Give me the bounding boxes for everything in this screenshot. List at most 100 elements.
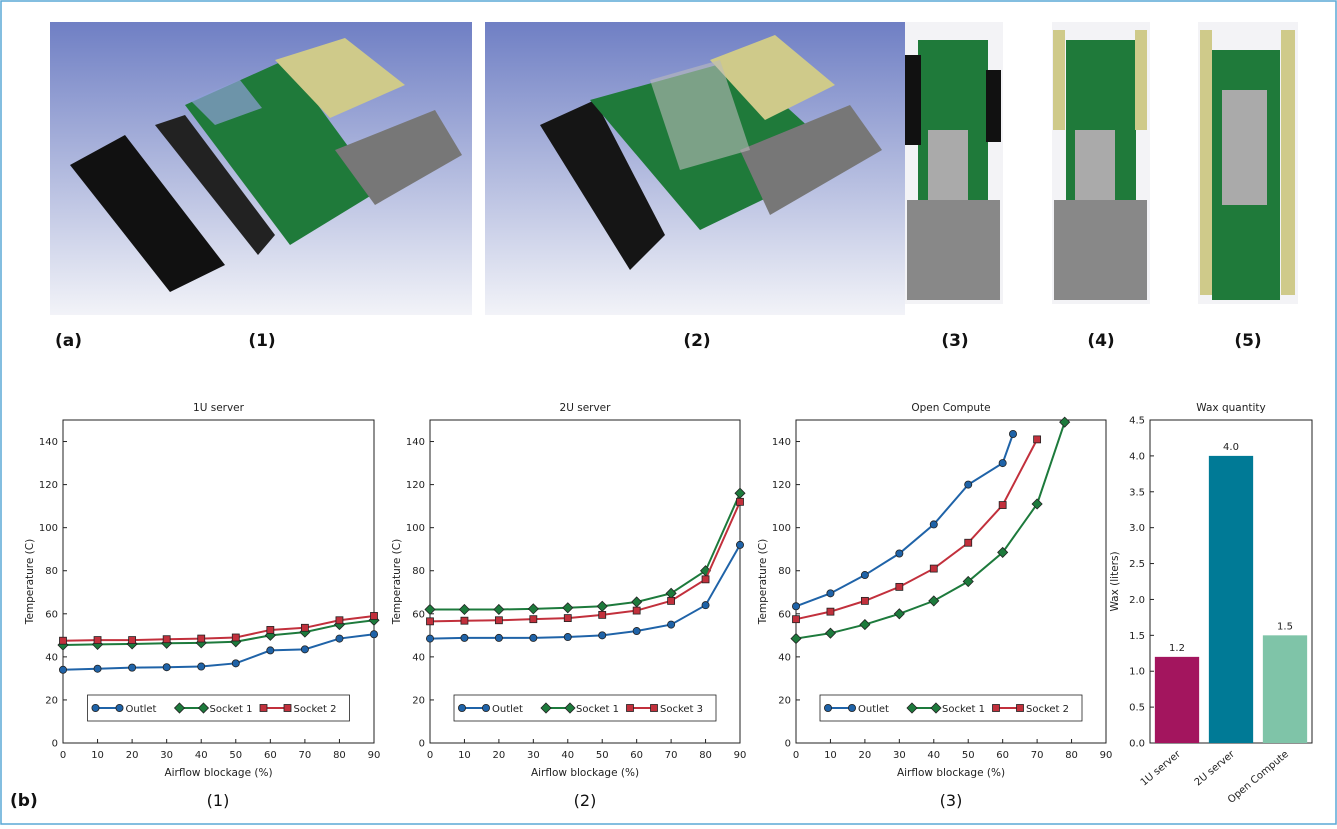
y-tick-label: 20 xyxy=(45,695,58,706)
x-tick-label: 10 xyxy=(824,750,837,761)
y-tick-label: 20 xyxy=(778,695,791,706)
marker xyxy=(564,633,571,640)
legend-label: Socket 2 xyxy=(1026,704,1069,715)
marker xyxy=(495,634,502,641)
y-tick-label: 120 xyxy=(772,480,791,491)
marker xyxy=(929,596,939,606)
x-tick-label: 60 xyxy=(996,750,1009,761)
marker xyxy=(736,541,743,548)
chart-label: (2) xyxy=(574,791,597,810)
x-tick-label: 20 xyxy=(493,750,506,761)
y-tick-label: 4.0 xyxy=(1129,451,1145,462)
marker xyxy=(425,604,435,614)
marker xyxy=(94,637,101,644)
figure: (a) (1) (2) (3) (4) (5) (b) (1) (2) (3) … xyxy=(0,0,1337,825)
marker xyxy=(861,571,868,578)
x-tick-label: 90 xyxy=(368,750,381,761)
x-tick-label: 30 xyxy=(160,750,173,761)
marker xyxy=(668,597,675,604)
y-axis-label: Temperature (C) xyxy=(24,539,36,625)
marker xyxy=(198,663,205,670)
panel-label: (a) xyxy=(55,331,82,351)
y-tick-label: 60 xyxy=(778,609,791,620)
bar xyxy=(1263,635,1307,743)
y-tick-label: 40 xyxy=(45,652,58,663)
value-label: 1.5 xyxy=(1277,621,1293,632)
x-tick-label: 50 xyxy=(962,750,975,761)
y-tick-label: 140 xyxy=(406,437,425,448)
series-line xyxy=(430,545,740,639)
plot-frame xyxy=(796,420,1106,743)
y-axis-label: Wax (liters) xyxy=(1109,551,1121,611)
x-tick-label: 80 xyxy=(1065,750,1078,761)
marker xyxy=(894,609,904,619)
marker xyxy=(791,634,801,644)
marker xyxy=(827,608,834,615)
x-tick-label: 10 xyxy=(458,750,471,761)
x-tick-label: 10 xyxy=(91,750,104,761)
marker xyxy=(461,617,468,624)
x-tick-label: 60 xyxy=(630,750,643,761)
y-tick-label: 3.5 xyxy=(1129,487,1145,498)
marker xyxy=(824,704,831,711)
marker xyxy=(930,565,937,572)
marker xyxy=(848,704,855,711)
x-tick-label: 70 xyxy=(665,750,678,761)
marker xyxy=(301,646,308,653)
marker xyxy=(92,704,99,711)
plot-frame xyxy=(430,420,740,743)
x-tick-label: 90 xyxy=(1100,750,1113,761)
marker xyxy=(564,615,571,622)
y-axis-label: Temperature (C) xyxy=(757,539,769,625)
x-tick-label: 70 xyxy=(1031,750,1044,761)
marker xyxy=(666,588,676,598)
y-tick-label: 0.5 xyxy=(1129,703,1145,714)
bar xyxy=(1209,456,1253,743)
view-label: (2) xyxy=(683,331,710,351)
marker xyxy=(993,705,1000,712)
x-tick-label: 0 xyxy=(60,750,66,761)
render-view-3 xyxy=(905,22,1003,304)
marker xyxy=(1034,436,1041,443)
marker xyxy=(668,621,675,628)
y-tick-label: 80 xyxy=(45,566,58,577)
legend-label: Socket 1 xyxy=(576,704,619,715)
x-tick-label: 90 xyxy=(734,750,747,761)
marker xyxy=(129,637,136,644)
render-view-1 xyxy=(50,22,472,315)
marker xyxy=(232,660,239,667)
y-tick-label: 20 xyxy=(412,695,425,706)
series-line xyxy=(63,616,374,641)
legend-label: Socket 2 xyxy=(294,704,337,715)
y-tick-label: 120 xyxy=(406,480,425,491)
bar xyxy=(1155,657,1199,743)
marker xyxy=(163,636,170,643)
chart-title: Open Compute xyxy=(911,402,990,414)
y-tick-label: 40 xyxy=(412,652,425,663)
y-tick-label: 0 xyxy=(419,739,425,750)
x-tick-label: 40 xyxy=(927,750,940,761)
series-line xyxy=(430,502,740,622)
marker xyxy=(267,647,274,654)
marker xyxy=(1009,430,1016,437)
chart-label: (1) xyxy=(207,791,230,810)
x-tick-label: 70 xyxy=(299,750,312,761)
value-label: 4.0 xyxy=(1223,442,1239,453)
y-tick-label: 0.0 xyxy=(1129,739,1145,750)
legend-label: Socket 1 xyxy=(942,704,985,715)
render-view-5 xyxy=(1198,22,1298,304)
marker xyxy=(528,604,538,614)
marker xyxy=(301,624,308,631)
view-label: (3) xyxy=(941,331,968,351)
x-axis-label: Airflow blockage (%) xyxy=(897,767,1005,779)
chart-title: 2U server xyxy=(560,402,612,414)
x-tick-label: 0 xyxy=(793,750,799,761)
marker xyxy=(459,604,469,614)
chart-label: (3) xyxy=(940,791,963,810)
x-tick-label: 50 xyxy=(596,750,609,761)
marker xyxy=(861,597,868,604)
marker xyxy=(737,498,744,505)
marker xyxy=(482,704,489,711)
marker xyxy=(494,604,504,614)
marker xyxy=(702,602,709,609)
